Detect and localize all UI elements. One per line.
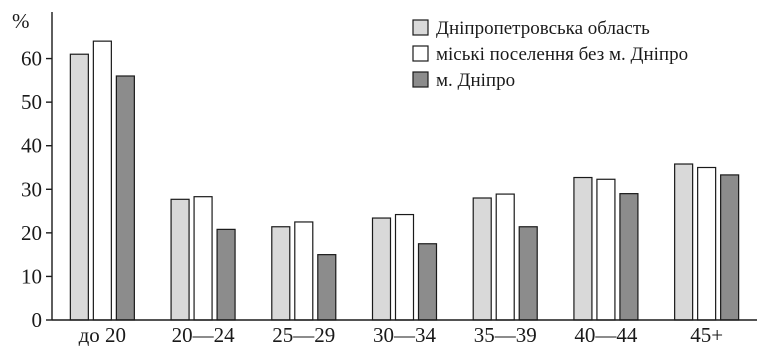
x-tick-label: 30—34	[373, 323, 437, 346]
y-tick-label: 0	[32, 308, 43, 332]
bar-1-4	[371, 217, 392, 321]
y-tick-label: 50	[21, 90, 42, 114]
bar-3-6	[619, 193, 639, 321]
x-tick-label: до 20	[79, 323, 126, 346]
x-tick-label: 45+	[690, 323, 723, 346]
bar-3-1	[115, 75, 135, 321]
bar-3-3	[317, 254, 337, 321]
bar-2-3	[294, 221, 314, 321]
legend-swatch	[412, 45, 429, 62]
bar-3-7	[720, 174, 740, 321]
bar-1-3	[271, 226, 291, 321]
bar-2-6	[596, 178, 616, 321]
legend-label: міські поселення без м. Дніпро	[436, 44, 688, 65]
y-tick-label: 10	[21, 264, 42, 288]
bar-1-7	[674, 163, 694, 321]
legend-swatch	[412, 19, 429, 36]
bar-1-1	[69, 53, 89, 321]
x-tick-label: 25—29	[272, 323, 335, 346]
bar-1-6	[573, 176, 593, 321]
x-tick-label: 40—44	[574, 323, 638, 346]
bar-2-5	[495, 193, 515, 321]
y-tick-label: 20	[21, 221, 42, 245]
bar-2-2	[193, 196, 213, 321]
bar-3-5	[518, 226, 538, 321]
bar-2-4	[394, 213, 415, 321]
bars-group	[69, 40, 740, 321]
legend-label: Дніпропетровська область	[436, 18, 650, 39]
y-tick-label: 30	[21, 177, 42, 201]
x-tick-label: 20—24	[172, 323, 236, 346]
bar-1-5	[472, 197, 492, 321]
y-axis-ticks: 0 10 20 30 40 50 60	[21, 47, 52, 332]
y-axis-unit-label: %	[12, 9, 30, 33]
bar-1-2	[170, 198, 190, 321]
legend-swatch	[412, 71, 429, 88]
bar-3-4	[417, 243, 438, 321]
bar-2-1	[92, 40, 112, 321]
legend-label: м. Дніпро	[436, 70, 515, 91]
legend: Дніпропетровська область міські поселення…	[412, 18, 688, 91]
x-tick-label: 35—39	[474, 323, 537, 346]
bar-2-7	[697, 166, 717, 321]
bar-3-2	[216, 228, 236, 321]
y-tick-label: 60	[21, 47, 42, 71]
x-axis-labels: до 20 20—24 25—29 30—34 35—39 40—44 45+	[79, 323, 723, 346]
y-tick-label: 40	[21, 134, 42, 158]
